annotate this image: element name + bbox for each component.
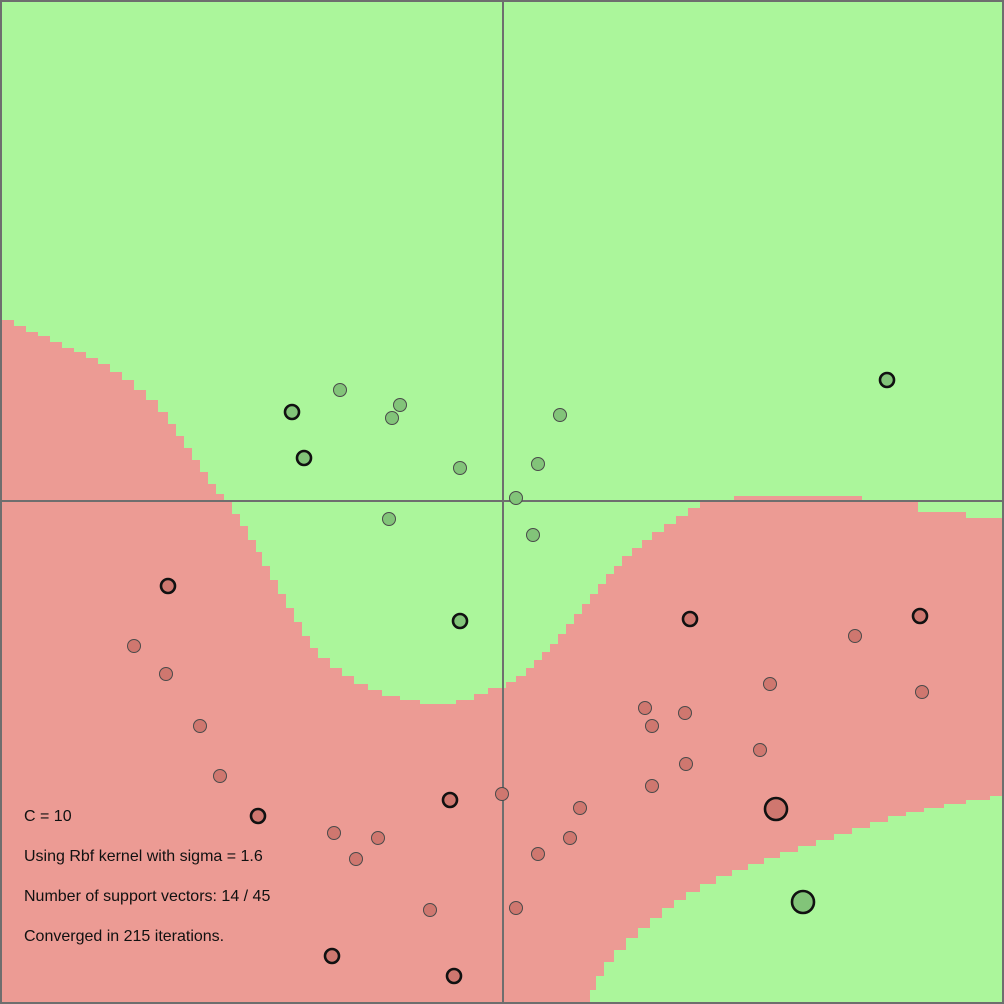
negative-data-point[interactable] — [531, 847, 545, 861]
negative-data-point[interactable] — [848, 629, 862, 643]
positive-support-vector-point[interactable] — [295, 449, 313, 467]
negative-data-point[interactable] — [193, 719, 207, 733]
negative-data-point[interactable] — [213, 769, 227, 783]
iterations-text: Converged in 215 iterations. — [24, 928, 224, 945]
kernel-text: Using Rbf kernel with sigma = 1.6 — [24, 848, 263, 865]
negative-support-vector-point[interactable] — [323, 947, 341, 965]
negative-data-point[interactable] — [678, 706, 692, 720]
negative-support-vector-point[interactable] — [159, 577, 177, 595]
positive-data-point[interactable] — [393, 398, 407, 412]
negative-data-point[interactable] — [573, 801, 587, 815]
negative-data-point[interactable] — [763, 677, 777, 691]
positive-data-point[interactable] — [382, 512, 396, 526]
negative-data-point[interactable] — [349, 852, 363, 866]
positive-data-point[interactable] — [385, 411, 399, 425]
negative-data-point[interactable] — [638, 701, 652, 715]
positive-data-point[interactable] — [526, 528, 540, 542]
negative-data-point[interactable] — [679, 757, 693, 771]
negative-data-point[interactable] — [159, 667, 173, 681]
negative-data-point[interactable] — [915, 685, 929, 699]
positive-data-point[interactable] — [333, 383, 347, 397]
positive-support-vector-point[interactable] — [790, 889, 816, 915]
negative-support-vector-point[interactable] — [441, 791, 459, 809]
negative-region — [2, 320, 1002, 1002]
data-points[interactable] — [127, 371, 929, 985]
positive-data-point[interactable] — [531, 457, 545, 471]
positive-data-point[interactable] — [453, 461, 467, 475]
negative-support-vector-point[interactable] — [249, 807, 267, 825]
negative-support-vector-point[interactable] — [911, 607, 929, 625]
negative-data-point[interactable] — [645, 719, 659, 733]
negative-data-point[interactable] — [127, 639, 141, 653]
negative-support-vector-point[interactable] — [445, 967, 463, 985]
negative-support-vector-point[interactable] — [681, 610, 699, 628]
negative-data-point[interactable] — [423, 903, 437, 917]
negative-data-point[interactable] — [327, 826, 341, 840]
positive-support-vector-point[interactable] — [878, 371, 896, 389]
c-value-text: C = 10 — [24, 808, 72, 825]
negative-data-point[interactable] — [509, 901, 523, 915]
negative-data-point[interactable] — [371, 831, 385, 845]
negative-data-point[interactable] — [753, 743, 767, 757]
negative-data-point[interactable] — [645, 779, 659, 793]
info-panel: C = 10 Using Rbf kernel with sigma = 1.6… — [24, 808, 270, 945]
positive-data-point[interactable] — [509, 491, 523, 505]
negative-data-point[interactable] — [495, 787, 509, 801]
positive-support-vector-point[interactable] — [451, 612, 469, 630]
positive-support-vector-point[interactable] — [283, 403, 301, 421]
negative-data-point[interactable] — [563, 831, 577, 845]
negative-support-vector-point[interactable] — [763, 796, 789, 822]
positive-data-point[interactable] — [553, 408, 567, 422]
support-vectors-text: Number of support vectors: 14 / 45 — [24, 888, 270, 905]
